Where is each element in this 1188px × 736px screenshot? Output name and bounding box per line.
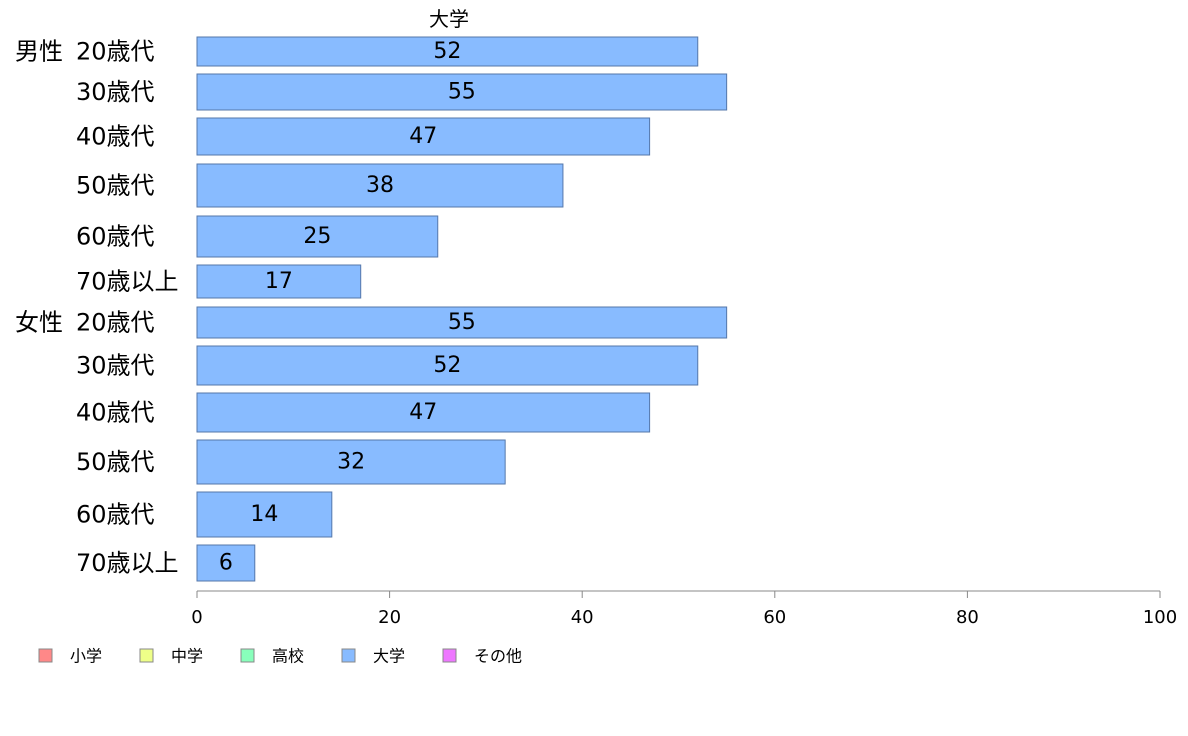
bar [196,544,256,582]
category-label: 70歳以上 [76,268,179,296]
legend-label: 中学 [171,647,203,666]
chart-title: 大学 [429,7,469,31]
category-label: 50歳代 [76,172,155,200]
tick-label: 100 [1143,607,1177,628]
data-label: 47 [409,400,437,425]
legend-swatch [240,648,255,663]
bar [196,36,699,67]
data-label: 14 [250,502,278,527]
legend: 小学 中学 高校 大学 その他 [38,647,522,666]
tick-label: 20 [378,607,401,628]
category-label: 40歳代 [76,399,155,427]
bar [196,264,362,299]
legend-swatch [442,648,457,663]
legend-label: 高校 [272,647,304,666]
tick-label: 40 [571,607,594,628]
legend-item: 中学 [139,647,203,666]
category-label: 30歳代 [76,352,155,380]
legend-label: 小学 [70,647,102,666]
legend-swatch [341,648,356,663]
data-label: 52 [433,353,461,378]
bar [196,163,564,208]
bar [196,439,506,485]
category-label: 20歳代 [76,38,155,66]
data-label: 32 [337,450,365,475]
category-label: 30歳代 [76,78,155,106]
category-label: 60歳代 [76,501,155,529]
legend-item: 小学 [38,647,102,666]
data-label: 55 [448,310,476,335]
data-label: 47 [409,124,437,149]
data-label: 25 [303,224,331,249]
legend-item: 大学 [341,647,405,666]
bars: 52 55 47 38 25 17 55 52 47 32 14 6 [196,36,728,582]
data-label: 55 [448,80,476,105]
bar [196,345,699,386]
tick-label: 60 [763,607,786,628]
bar [196,306,728,339]
legend-label: その他 [474,647,522,666]
group-label: 男性 [15,38,63,66]
bar [196,73,728,111]
category-label: 60歳代 [76,223,155,251]
category-label: 50歳代 [76,448,155,476]
group-label: 女性 [15,309,63,337]
category-label: 40歳代 [76,123,155,151]
data-label: 38 [366,173,394,198]
data-label: 52 [433,39,461,64]
data-label: 17 [265,269,293,294]
category-label: 70歳以上 [76,549,179,577]
bar [196,215,439,258]
data-label: 6 [219,551,233,576]
legend-item: その他 [442,647,522,666]
legend-label: 大学 [373,647,405,666]
bar [196,392,651,433]
value-axis: 0 20 40 60 80 100 [191,590,1177,628]
legend-swatch [139,648,154,663]
bar [196,117,651,156]
category-label: 20歳代 [76,309,155,337]
legend-swatch [38,648,53,663]
legend-item: 高校 [240,647,304,666]
tick-label: 80 [956,607,979,628]
bar [196,491,333,538]
tick-label: 0 [191,607,202,628]
